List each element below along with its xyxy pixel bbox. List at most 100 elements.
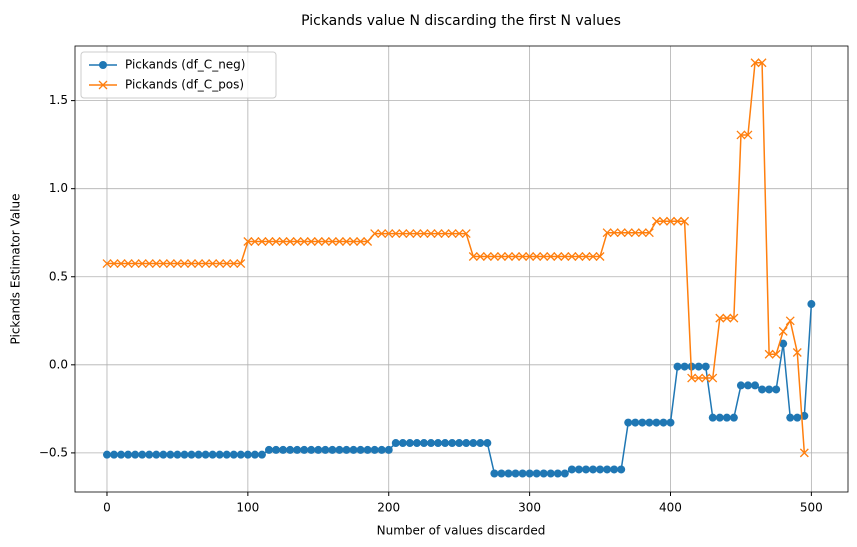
marker (243, 237, 253, 246)
chart-title: Pickands value N discarding the first N … (301, 13, 621, 29)
marker (574, 465, 583, 474)
marker (292, 237, 302, 246)
marker (342, 445, 351, 454)
marker (236, 259, 246, 268)
marker (433, 229, 443, 239)
marker (511, 469, 520, 478)
marker (560, 252, 570, 261)
marker (144, 259, 154, 268)
marker (137, 259, 147, 268)
marker (581, 252, 591, 261)
marker (581, 465, 590, 474)
marker (624, 418, 633, 427)
marker (356, 445, 365, 454)
marker (116, 259, 126, 268)
marker (334, 237, 344, 246)
x-tick-label: 200 (377, 501, 400, 515)
marker (560, 469, 569, 478)
legend-label: Pickands (df_C_pos) (125, 78, 244, 92)
marker (320, 237, 330, 246)
marker (680, 216, 690, 226)
marker (293, 445, 302, 454)
marker (750, 58, 760, 68)
marker (666, 418, 675, 427)
marker (384, 229, 394, 239)
marker (349, 445, 358, 454)
marker (250, 450, 259, 459)
marker (616, 228, 626, 238)
marker (412, 229, 422, 239)
marker (715, 413, 724, 422)
x-tick-label: 100 (236, 501, 259, 515)
marker (736, 381, 745, 390)
marker (722, 313, 732, 323)
marker (476, 439, 485, 448)
marker (539, 469, 548, 478)
legend-box (80, 51, 277, 99)
marker (736, 130, 746, 140)
marker (701, 362, 710, 371)
marker (102, 450, 111, 459)
marker (448, 439, 457, 448)
marker (166, 450, 175, 459)
marker (617, 465, 626, 474)
line (106, 61, 806, 453)
marker (482, 252, 492, 261)
x-tick-label: 0 (103, 501, 111, 515)
marker (525, 469, 534, 478)
marker (462, 439, 471, 448)
marker (596, 465, 605, 474)
marker (313, 237, 323, 246)
marker (257, 237, 267, 246)
marker (300, 445, 309, 454)
marker (779, 339, 788, 348)
marker (391, 229, 401, 239)
marker (117, 450, 126, 459)
y-tick-label: 1.5 (49, 93, 68, 107)
marker (307, 445, 316, 454)
marker (490, 469, 499, 478)
marker (785, 316, 795, 326)
marker (426, 229, 436, 239)
marker (799, 448, 809, 458)
marker (187, 450, 196, 459)
marker (201, 450, 210, 459)
marker (201, 259, 211, 268)
marker (180, 259, 189, 268)
marker (765, 385, 774, 394)
marker (644, 228, 654, 238)
marker (321, 445, 330, 454)
marker (412, 439, 421, 448)
marker (172, 259, 182, 268)
marker (194, 259, 204, 268)
marker (138, 450, 147, 459)
marker (441, 439, 450, 448)
marker (130, 259, 140, 268)
marker (658, 216, 668, 226)
marker (610, 465, 619, 474)
y-tick-label: −0.5 (39, 445, 68, 459)
marker (532, 252, 542, 261)
marker (757, 58, 767, 68)
marker (370, 229, 380, 239)
y-tick-label: 0.0 (49, 357, 68, 371)
marker (637, 228, 647, 238)
legend-marker (98, 80, 108, 90)
marker (455, 439, 464, 448)
marker (208, 450, 217, 459)
marker (286, 445, 295, 454)
marker (109, 259, 119, 268)
marker (694, 373, 704, 383)
marker (180, 450, 189, 459)
legend-marker (99, 61, 107, 69)
marker (469, 439, 478, 448)
marker (652, 418, 661, 427)
marker (405, 439, 414, 448)
marker (405, 229, 415, 239)
marker (377, 229, 387, 239)
marker (468, 252, 478, 261)
marker (363, 445, 372, 454)
marker (651, 216, 661, 226)
marker (335, 445, 344, 454)
marker (285, 237, 295, 246)
